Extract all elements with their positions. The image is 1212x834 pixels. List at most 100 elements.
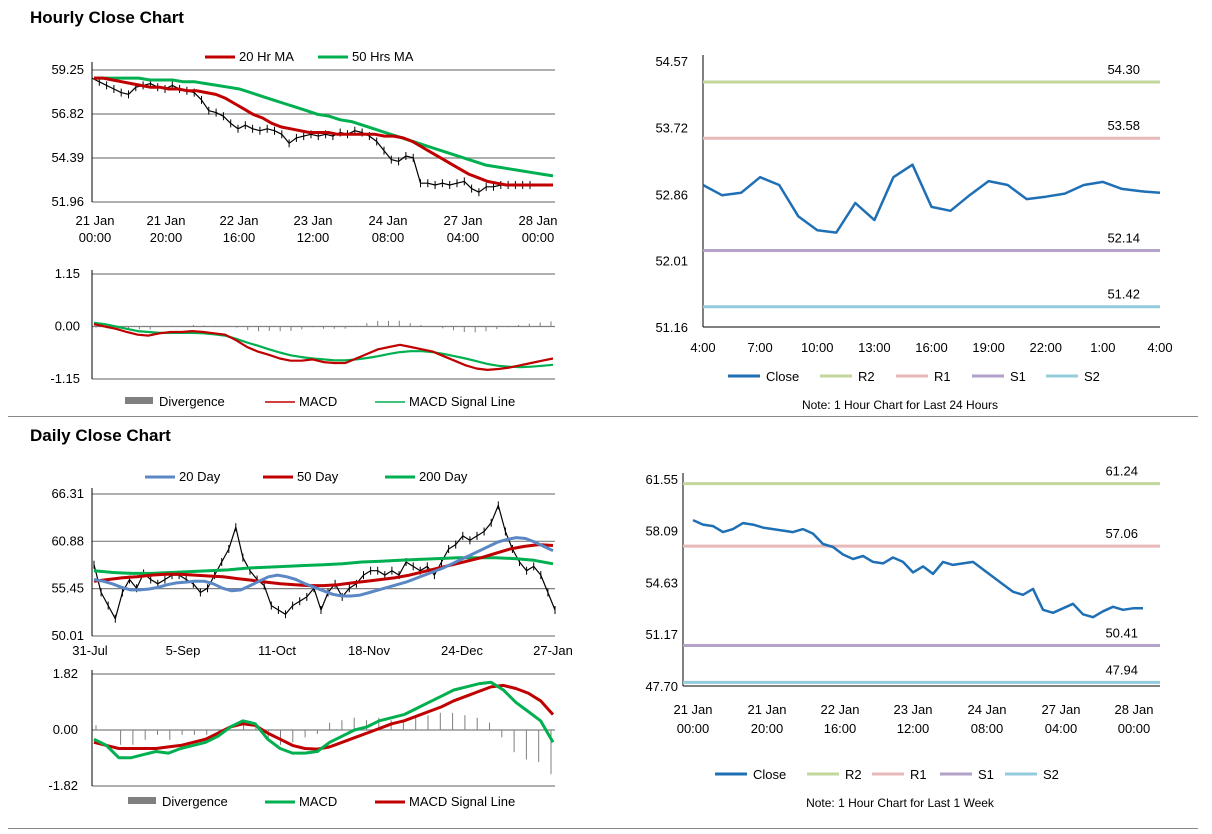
legend-50hrs-ma-label: 50 Hrs MA <box>352 49 414 64</box>
legend-r2-label: R2 <box>858 369 875 384</box>
y-tick-label: 53.72 <box>655 120 688 135</box>
daily-macd-y-tick-label: 1.82 <box>53 666 78 681</box>
y-tick-label: 51.17 <box>645 627 678 642</box>
chart-note: Note: 1 Hour Chart for Last 24 Hours <box>802 398 998 412</box>
daily-macd-chart: 1.82 0.00 -1.82 Divergence MACD MACD Signal L… <box>48 666 555 809</box>
y-tick-label: 51.16 <box>655 320 688 335</box>
ma20-series-line <box>94 76 553 187</box>
hourly-macd-y-tick-label: 1.15 <box>55 266 80 281</box>
y-tick-label: 54.63 <box>645 575 678 590</box>
section-divider <box>8 416 1198 417</box>
legend-r2-label: R2 <box>845 767 862 782</box>
legend-divergence-label: Divergence <box>162 794 228 809</box>
x-tick-label-time: 20:00 <box>751 721 784 736</box>
level-label-r2: 54.30 <box>1107 62 1140 77</box>
x-tick-label-date: 27 Jan <box>443 213 482 228</box>
x-tick-label: 10:00 <box>801 340 834 355</box>
macd-line <box>93 680 555 760</box>
legend-close-label: Close <box>753 767 786 782</box>
legend-divergence-swatch <box>128 797 156 804</box>
x-tick-label-time: 20:00 <box>150 230 183 245</box>
x-tick-label: 7:00 <box>747 340 772 355</box>
hourly-price-y-tick-label: 54.39 <box>51 150 84 165</box>
x-tick-label: 24-Dec <box>441 643 483 658</box>
ma50-series-line <box>93 543 554 588</box>
x-tick-label: 16:00 <box>915 340 948 355</box>
x-tick-label: 13:00 <box>858 340 891 355</box>
legend-s2-label: S2 <box>1043 767 1059 782</box>
legend-20hr-ma-label: 20 Hr MA <box>239 49 294 64</box>
daily-section-title: Daily Close Chart <box>30 426 171 445</box>
x-tick-label-date: 24 Jan <box>967 702 1006 717</box>
x-tick-label-date: 22 Jan <box>219 213 258 228</box>
x-tick-label-date: 23 Jan <box>293 213 332 228</box>
chart-note: Note: 1 Hour Chart for Last 1 Week <box>806 796 995 810</box>
legend-50-day-label: 50 Day <box>297 469 339 484</box>
x-tick-label-time: 16:00 <box>223 230 256 245</box>
x-tick-label-time: 04:00 <box>447 230 480 245</box>
hourly-macd-y-tick-label: 0.00 <box>55 319 80 334</box>
y-tick-label: 52.86 <box>655 187 688 202</box>
y-tick-label: 52.01 <box>655 254 688 269</box>
x-tick-label-date: 21 Jan <box>146 213 185 228</box>
x-tick-label: 4:00 <box>1147 340 1172 355</box>
legend-s1-label: S1 <box>978 767 994 782</box>
legend-r1-label: R1 <box>934 369 951 384</box>
x-tick-label-time: 08:00 <box>372 230 405 245</box>
level-label-r2: 61.24 <box>1105 464 1138 479</box>
x-tick-label-date: 28 Jan <box>1114 702 1153 717</box>
x-tick-label-date: 27 Jan <box>1041 702 1080 717</box>
x-tick-label-time: 00:00 <box>1118 721 1151 736</box>
x-tick-label-time: 12:00 <box>297 230 330 245</box>
x-tick-label-date: 24 Jan <box>368 213 407 228</box>
macd-signal-line <box>93 683 555 751</box>
x-tick-label: 11-Oct <box>258 643 296 658</box>
macd-line <box>93 323 554 372</box>
x-tick-label-date: 22 Jan <box>820 702 859 717</box>
hourly-macd-chart: 1.15 0.00 -1.15 Divergence MACD MACD Signal L… <box>50 266 555 409</box>
hourly-macd-y-tick-label: -1.15 <box>50 371 80 386</box>
x-tick-label-date: 23 Jan <box>893 702 932 717</box>
x-tick-label-time: 12:00 <box>897 721 930 736</box>
legend-s1-label: S1 <box>1010 369 1026 384</box>
x-tick-label: 5-Sep <box>166 643 201 658</box>
level-label-s2: 47.94 <box>1105 662 1138 677</box>
x-tick-label: 19:00 <box>972 340 1005 355</box>
legend-macd-signal-label: MACD Signal Line <box>409 794 515 809</box>
close-series-line <box>692 518 1143 619</box>
daily-macd-y-tick-label: 0.00 <box>53 722 78 737</box>
x-tick-label: 4:00 <box>690 340 715 355</box>
ma20-series-line <box>93 536 554 598</box>
y-tick-label: 61.55 <box>645 472 678 487</box>
bottom-divider <box>8 828 1198 829</box>
hourly-price-y-tick-label: 51.96 <box>51 194 84 209</box>
x-tick-label-time: 16:00 <box>824 721 857 736</box>
x-tick-label: 27-Jan <box>533 643 573 658</box>
hourly-price-y-tick-label: 56.82 <box>51 106 84 121</box>
x-tick-label-date: 21 Jan <box>673 702 712 717</box>
legend-divergence-label: Divergence <box>159 394 225 409</box>
y-tick-label: 54.57 <box>655 54 688 69</box>
ma200-series-line <box>93 556 554 575</box>
legend-macd-signal-label: MACD Signal Line <box>409 394 515 409</box>
x-tick-label-time: 04:00 <box>1045 721 1078 736</box>
legend-200-day-label: 200 Day <box>419 469 468 484</box>
ma50-series-line <box>94 76 554 178</box>
x-tick-label-time: 08:00 <box>971 721 1004 736</box>
macd-signal-line <box>93 321 554 369</box>
x-tick-label: 1:00 <box>1090 340 1115 355</box>
level-label-s2: 51.42 <box>1107 287 1140 302</box>
level-label-s1: 50.41 <box>1105 625 1138 640</box>
y-tick-label: 47.70 <box>645 679 678 694</box>
close-series-line <box>702 163 1161 234</box>
x-tick-label-time: 00:00 <box>79 230 112 245</box>
x-tick-label-date: 21 Jan <box>747 702 786 717</box>
y-tick-label: 58.09 <box>645 524 678 539</box>
legend-macd-label: MACD <box>299 394 337 409</box>
daily-price-chart: 20 Day 50 Day 200 Day 66.31 60.88 55.45 50.013… <box>51 469 573 658</box>
daily-price-y-tick-label: 66.31 <box>51 486 84 501</box>
legend-20-day-label: 20 Day <box>179 469 221 484</box>
level-label-r1: 53.58 <box>1107 118 1140 133</box>
x-tick-label: 31-Jul <box>72 643 108 658</box>
daily-price-y-tick-label: 60.88 <box>51 533 84 548</box>
